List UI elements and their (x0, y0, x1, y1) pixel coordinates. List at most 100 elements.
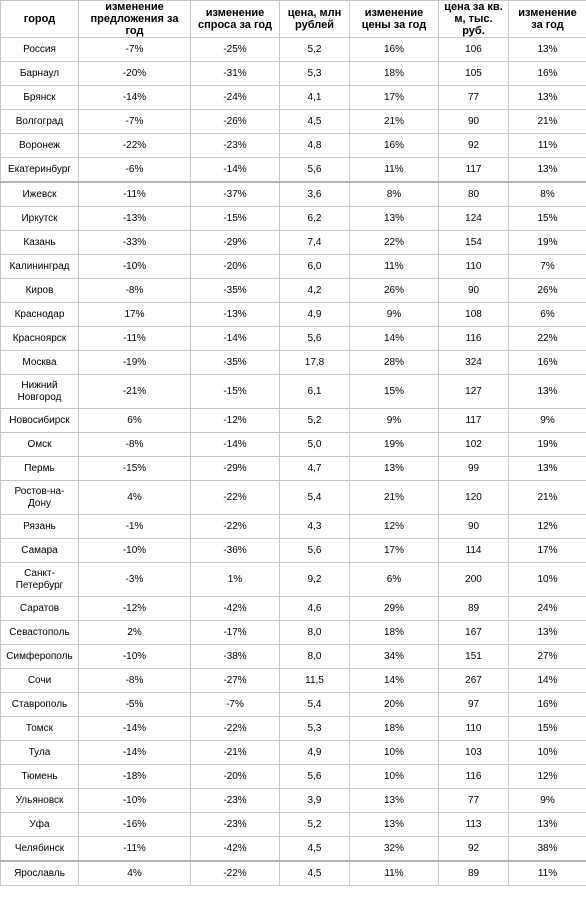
price-cell: 3,9 (279, 788, 350, 813)
price-per-sqm-cell: 117 (438, 157, 509, 183)
demand-change-cell: -14% (190, 326, 280, 351)
price-per-sqm-cell: 102 (438, 432, 509, 457)
demand-change-cell: -15% (190, 206, 280, 231)
price-per-sqm-cell: 114 (438, 538, 509, 563)
price-change-cell: 14% (349, 326, 439, 351)
sqm-change-cell: 6% (508, 302, 586, 327)
demand-change-cell: -24% (190, 85, 280, 110)
price-cell: 6,2 (279, 206, 350, 231)
sqm-change-cell: 17% (508, 538, 586, 563)
price-change-cell: 13% (349, 206, 439, 231)
price-cell: 5,4 (279, 692, 350, 717)
city-cell: Красноярск (0, 326, 79, 351)
city-cell: Симферополь (0, 644, 79, 669)
price-per-sqm-cell: 120 (438, 480, 509, 515)
city-cell: Калининград (0, 254, 79, 279)
city-cell: Томск (0, 716, 79, 741)
table-row: Брянск -14% -24% 4,1 17% 77 13% (0, 85, 586, 110)
city-cell: Ярославль (0, 860, 79, 886)
sqm-change-cell: 13% (508, 374, 586, 409)
table-row: Екатеринбург -6% -14% 5,6 11% 117 13% (0, 157, 586, 183)
supply-change-cell: -22% (78, 133, 191, 158)
demand-change-cell: -22% (190, 716, 280, 741)
price-change-cell: 18% (349, 620, 439, 645)
price-cell: 5,3 (279, 61, 350, 86)
price-change-cell: 22% (349, 230, 439, 255)
supply-change-cell: -5% (78, 692, 191, 717)
table-row: Воронеж -22% -23% 4,8 16% 92 11% (0, 133, 586, 158)
price-change-cell: 6% (349, 562, 439, 597)
price-change-cell: 11% (349, 157, 439, 183)
demand-change-cell: -27% (190, 668, 280, 693)
price-cell: 4,7 (279, 456, 350, 481)
city-cell: Ижевск (0, 181, 79, 207)
city-cell: Россия (0, 37, 79, 62)
table-row: Барнаул -20% -31% 5,3 18% 105 16% (0, 61, 586, 86)
header-price-per-sqm: цена за кв. м, тыс. руб. (438, 0, 509, 38)
supply-change-cell: -11% (78, 181, 191, 207)
demand-change-cell: -23% (190, 788, 280, 813)
sqm-change-cell: 9% (508, 408, 586, 433)
demand-change-cell: -20% (190, 254, 280, 279)
table-row: Самара -10% -36% 5,6 17% 114 17% (0, 538, 586, 563)
demand-change-cell: -21% (190, 740, 280, 765)
table-row: Пермь -15% -29% 4,7 13% 99 13% (0, 456, 586, 481)
price-change-cell: 9% (349, 302, 439, 327)
supply-change-cell: -6% (78, 157, 191, 183)
price-change-cell: 10% (349, 764, 439, 789)
table-row: Саратов -12% -42% 4,6 29% 89 24% (0, 596, 586, 621)
demand-change-cell: -23% (190, 133, 280, 158)
price-cell: 6,1 (279, 374, 350, 409)
price-cell: 5,4 (279, 480, 350, 515)
sqm-change-cell: 12% (508, 764, 586, 789)
supply-change-cell: -33% (78, 230, 191, 255)
price-cell: 4,5 (279, 836, 350, 862)
price-change-cell: 13% (349, 812, 439, 837)
sqm-change-cell: 15% (508, 206, 586, 231)
sqm-change-cell: 15% (508, 716, 586, 741)
price-change-cell: 20% (349, 692, 439, 717)
price-per-sqm-cell: 267 (438, 668, 509, 693)
sqm-change-cell: 11% (508, 860, 586, 886)
price-change-cell: 32% (349, 836, 439, 862)
city-cell: Севастополь (0, 620, 79, 645)
price-change-cell: 19% (349, 432, 439, 457)
sqm-change-cell: 13% (508, 812, 586, 837)
demand-change-cell: -31% (190, 61, 280, 86)
sqm-change-cell: 14% (508, 668, 586, 693)
price-cell: 5,6 (279, 326, 350, 351)
sqm-change-cell: 8% (508, 181, 586, 207)
supply-change-cell: -15% (78, 456, 191, 481)
city-cell: Ростов-на-Дону (0, 480, 79, 515)
supply-change-cell: -14% (78, 85, 191, 110)
demand-change-cell: -36% (190, 538, 280, 563)
table-row: Тюмень -18% -20% 5,6 10% 116 12% (0, 764, 586, 789)
demand-change-cell: -7% (190, 692, 280, 717)
header-demand-change: изменение спроса за год (190, 0, 280, 38)
table-row: Рязань -1% -22% 4,3 12% 90 12% (0, 514, 586, 539)
price-per-sqm-cell: 77 (438, 788, 509, 813)
sqm-change-cell: 13% (508, 85, 586, 110)
supply-change-cell: -21% (78, 374, 191, 409)
table-row: Симферополь -10% -38% 8,0 34% 151 27% (0, 644, 586, 669)
supply-change-cell: -10% (78, 644, 191, 669)
sqm-change-cell: 21% (508, 109, 586, 134)
header-price-change: изменение цены за год (349, 0, 439, 38)
demand-change-cell: -20% (190, 764, 280, 789)
city-cell: Москва (0, 350, 79, 375)
supply-change-cell: -7% (78, 37, 191, 62)
price-cell: 5,6 (279, 157, 350, 183)
price-change-cell: 13% (349, 788, 439, 813)
city-cell: Нижний Новгород (0, 374, 79, 409)
supply-change-cell: -13% (78, 206, 191, 231)
price-cell: 4,5 (279, 860, 350, 886)
sqm-change-cell: 16% (508, 350, 586, 375)
demand-change-cell: -35% (190, 278, 280, 303)
table-row: Уфа -16% -23% 5,2 13% 113 13% (0, 812, 586, 837)
price-per-sqm-cell: 92 (438, 836, 509, 862)
price-change-cell: 8% (349, 181, 439, 207)
price-cell: 4,1 (279, 85, 350, 110)
price-per-sqm-cell: 113 (438, 812, 509, 837)
city-price-table: город изменение предложения за год измен… (0, 0, 586, 886)
price-change-cell: 28% (349, 350, 439, 375)
